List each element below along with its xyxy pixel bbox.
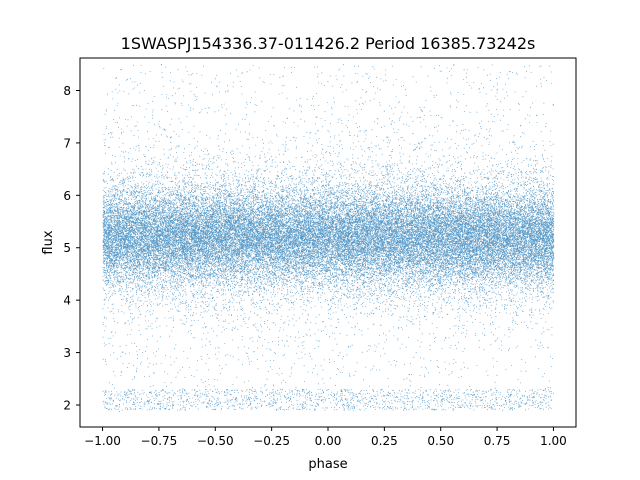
y-tick-label: 4: [63, 294, 71, 308]
x-tick-label: 0.00: [315, 434, 342, 448]
x-tick-label: −0.25: [253, 434, 290, 448]
y-tick-label: 6: [63, 189, 71, 203]
data-points: [102, 63, 555, 412]
scatter-points: [102, 63, 555, 412]
x-tick-label: 1.00: [540, 434, 567, 448]
y-tick-label: 8: [63, 84, 71, 98]
y-axis-label: flux: [41, 230, 56, 254]
x-axis: −1.00 −0.75 −0.50 −0.25 0.00 0.25 0.50 0.75 1.00: [84, 427, 567, 448]
y-tick-label: 7: [63, 136, 71, 150]
x-tick-label: 0.50: [427, 434, 454, 448]
x-tick-label: −0.50: [197, 434, 234, 448]
y-tick-label: 2: [63, 398, 71, 412]
chart-title: 1SWASPJ154336.37-011426.2 Period 16385.7…: [121, 34, 536, 53]
x-tick-label: 0.25: [371, 434, 398, 448]
x-tick-label: −1.00: [84, 434, 121, 448]
y-tick-label: 3: [63, 346, 71, 360]
x-tick-label: 0.75: [484, 434, 511, 448]
y-axis: 2 3 4 5 6 7 8: [63, 84, 80, 412]
x-tick-label: −0.75: [141, 434, 178, 448]
x-axis-label: phase: [308, 457, 347, 472]
y-tick-label: 5: [63, 241, 71, 255]
